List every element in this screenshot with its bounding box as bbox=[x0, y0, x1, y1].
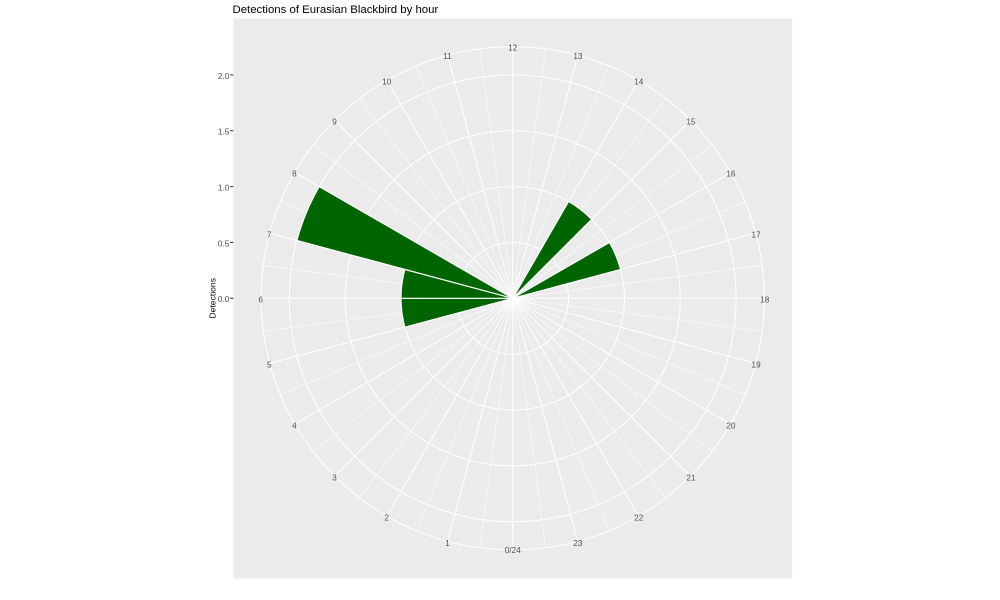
svg-text:Detections of Eurasian Blackbi: Detections of Eurasian Blackbird by hour bbox=[233, 4, 439, 16]
svg-text:1.0: 1.0 bbox=[218, 184, 230, 193]
svg-text:20: 20 bbox=[726, 422, 736, 431]
svg-text:14: 14 bbox=[634, 77, 644, 86]
svg-text:12: 12 bbox=[508, 44, 518, 53]
svg-text:19: 19 bbox=[752, 361, 762, 370]
svg-text:18: 18 bbox=[760, 296, 770, 305]
svg-text:13: 13 bbox=[573, 52, 583, 61]
svg-text:3: 3 bbox=[332, 474, 337, 483]
svg-text:0.0: 0.0 bbox=[218, 295, 230, 304]
svg-text:2.0: 2.0 bbox=[218, 72, 230, 81]
svg-text:15: 15 bbox=[686, 117, 696, 126]
svg-text:4: 4 bbox=[292, 422, 297, 431]
svg-text:0/24: 0/24 bbox=[505, 546, 521, 555]
svg-text:0.5: 0.5 bbox=[218, 239, 230, 248]
svg-text:8: 8 bbox=[292, 170, 297, 179]
svg-text:5: 5 bbox=[267, 361, 272, 370]
svg-text:2: 2 bbox=[384, 514, 389, 523]
svg-text:16: 16 bbox=[726, 170, 736, 179]
svg-text:11: 11 bbox=[443, 52, 452, 61]
svg-text:23: 23 bbox=[573, 539, 583, 548]
svg-text:10: 10 bbox=[382, 77, 392, 86]
svg-text:9: 9 bbox=[332, 117, 337, 126]
svg-text:6: 6 bbox=[258, 296, 263, 305]
svg-text:1: 1 bbox=[445, 539, 450, 548]
svg-text:17: 17 bbox=[752, 230, 762, 239]
svg-text:21: 21 bbox=[686, 474, 696, 483]
svg-text:22: 22 bbox=[634, 514, 644, 523]
svg-text:Detections: Detections bbox=[207, 278, 217, 319]
svg-text:7: 7 bbox=[267, 230, 272, 239]
svg-text:1.5: 1.5 bbox=[218, 128, 230, 137]
